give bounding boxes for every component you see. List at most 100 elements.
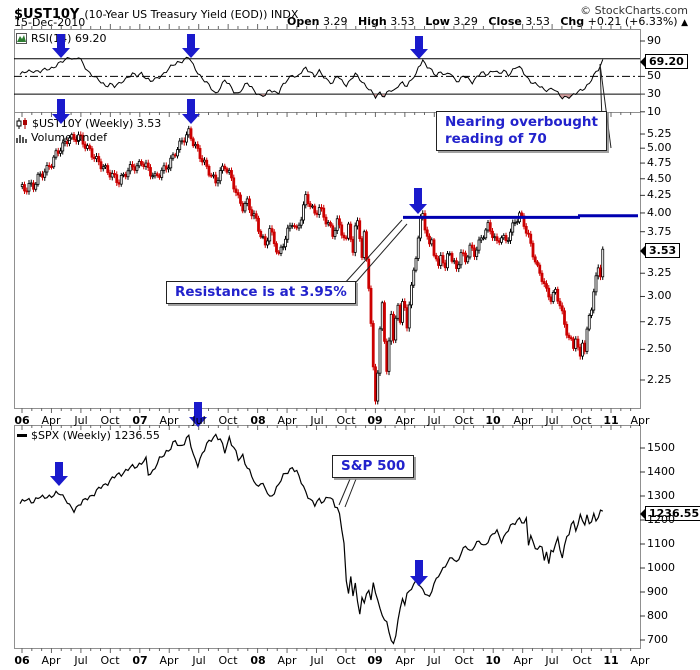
y-axis-tick-label: 5.25: [647, 127, 672, 140]
x-axis-tick-label: 08: [250, 414, 266, 427]
y-axis-tick-label: 1100: [647, 537, 675, 550]
y-axis-tick-label: 900: [647, 585, 668, 598]
candlestick-icon: [16, 118, 27, 129]
y-axis-tick-label: 1500: [647, 441, 675, 454]
annotation-line: Resistance is at 3.95%: [175, 284, 347, 300]
x-axis-tick-label: 09: [367, 654, 383, 667]
y-axis-tick-label: 3.25: [647, 266, 672, 279]
x-axis-tick-label: Oct: [454, 654, 474, 667]
y-axis-tick-label: 2.25: [647, 373, 672, 386]
x-axis-tick-label: 06: [14, 414, 30, 427]
x-axis-tick-label: Apr: [630, 414, 650, 427]
x-axis-tick-label: 08: [250, 654, 266, 667]
spx-label-row: $SPX (Weekly) 1236.55: [17, 429, 160, 442]
blue-down-arrow-icon: [410, 36, 428, 59]
y-axis-tick-label: 10: [647, 105, 661, 118]
x-axis-tick-label: Jul: [545, 654, 559, 667]
x-axis-tick-label: Oct: [218, 654, 238, 667]
x-axis-tick-label: Oct: [100, 654, 120, 667]
y-axis-tick-label: 4.00: [647, 206, 672, 219]
x-axis-tick-label: 10: [485, 414, 501, 427]
chg-label: Chg: [560, 15, 585, 28]
y-axis-tick-label: 2.75: [647, 315, 672, 328]
x-axis-tick-label: Jul: [74, 414, 88, 427]
open-label: Open: [286, 15, 320, 28]
header-title-row: $UST10Y (10-Year US Treasury Yield (EOD))…: [14, 3, 298, 22]
y-axis-tick-label: 1400: [647, 465, 675, 478]
y-axis-tick-label: 1200: [647, 513, 675, 526]
x-axis-tick-label: Oct: [572, 654, 592, 667]
x-axis-tick-label: Oct: [336, 414, 356, 427]
resistance-annotation: Resistance is at 3.95%: [166, 281, 356, 304]
y-axis-tick-label: 1300: [647, 489, 675, 502]
ticker-symbol: $UST10Y: [14, 7, 80, 22]
x-axis-tick-label: Apr: [277, 654, 297, 667]
copyright: © StockCharts.com: [580, 4, 688, 17]
y-axis-tick-label: 3.00: [647, 289, 672, 302]
y-axis-tick-label: 4.25: [647, 188, 672, 201]
spx-annotation: S&P 500: [332, 455, 415, 478]
x-axis-tick-label: Oct: [336, 654, 356, 667]
x-axis-tick-label: Apr: [159, 654, 179, 667]
rsi-label-row: RSI(14) 69.20: [16, 32, 106, 45]
x-axis-tick-label: Apr: [630, 654, 650, 667]
blue-down-arrow-icon: [52, 99, 70, 124]
x-axis-tick-label: Oct: [454, 414, 474, 427]
x-axis-tick-label: Apr: [513, 414, 533, 427]
y-axis-tick-label: 1000: [647, 561, 675, 574]
close-label: Close: [488, 15, 522, 28]
x-axis-tick-label: Apr: [513, 654, 533, 667]
blue-down-arrow-icon: [410, 560, 428, 586]
y-axis-tick-label: 700: [647, 633, 668, 646]
y-axis-tick-label: 90: [647, 34, 661, 47]
blue-down-arrow-icon: [409, 188, 427, 214]
quote-bar: Open 3.29 High 3.53 Low 3.29 Close 3.53 …: [280, 15, 688, 28]
y-axis-tick-label: 3.75: [647, 225, 672, 238]
chart-title: (10-Year US Treasury Yield (EOD)) INDX: [84, 8, 299, 21]
spx-value-box: 1236.55: [639, 506, 700, 521]
line-series-icon: [17, 434, 27, 437]
volume-label: Volume undef: [31, 131, 107, 144]
x-axis-tick-label: Jul: [310, 414, 324, 427]
x-axis-tick-label: Apr: [41, 414, 61, 427]
y-axis-tick-label: 5.00: [647, 141, 672, 154]
indicator-icon: [16, 33, 27, 44]
volume-label-row: Volume undef: [16, 131, 107, 144]
x-axis-tick-label: Oct: [572, 414, 592, 427]
blue-down-arrow-icon: [52, 34, 70, 58]
blue-down-arrow-icon: [50, 462, 68, 486]
y-axis-tick-label: 2.50: [647, 342, 672, 355]
volume-bars-icon: [16, 134, 27, 143]
x-axis-tick-label: Apr: [41, 654, 61, 667]
x-axis-tick-label: Apr: [395, 414, 415, 427]
x-axis-tick-label: Jul: [74, 654, 88, 667]
x-axis-tick-label: Jul: [427, 414, 441, 427]
x-axis-tick-label: Jul: [192, 654, 206, 667]
chg-up-triangle-icon: ▲: [681, 18, 688, 28]
x-axis-tick-label: Oct: [218, 414, 238, 427]
x-axis-tick-label: 11: [603, 654, 619, 667]
y-axis-tick-label: 4.75: [647, 156, 672, 169]
x-axis-tick-label: Apr: [395, 654, 415, 667]
price-label-row: $UST10Y (Weekly) 3.53: [16, 117, 161, 130]
low-value: 3.29: [453, 15, 478, 28]
x-axis-tick-label: 06: [14, 654, 30, 667]
high-label: High: [358, 15, 387, 28]
x-axis-tick-label: 10: [485, 654, 501, 667]
blue-down-arrow-icon: [189, 402, 207, 427]
x-axis-tick-label: 11: [603, 414, 619, 427]
y-axis-tick-label: 30: [647, 87, 661, 100]
date-label: 15-Dec-2010: [14, 16, 86, 29]
blue-down-arrow-icon: [182, 34, 200, 58]
high-value: 3.53: [390, 15, 415, 28]
chg-value: +0.21 (+6.33%): [587, 15, 678, 28]
x-axis-tick-label: Apr: [277, 414, 297, 427]
low-label: Low: [425, 15, 450, 28]
x-axis-tick-label: 07: [132, 654, 148, 667]
open-value: 3.29: [323, 15, 348, 28]
price-value-box: 3.53: [639, 243, 681, 258]
y-axis-tick-label: 800: [647, 609, 668, 622]
x-axis-tick-label: Jul: [427, 654, 441, 667]
